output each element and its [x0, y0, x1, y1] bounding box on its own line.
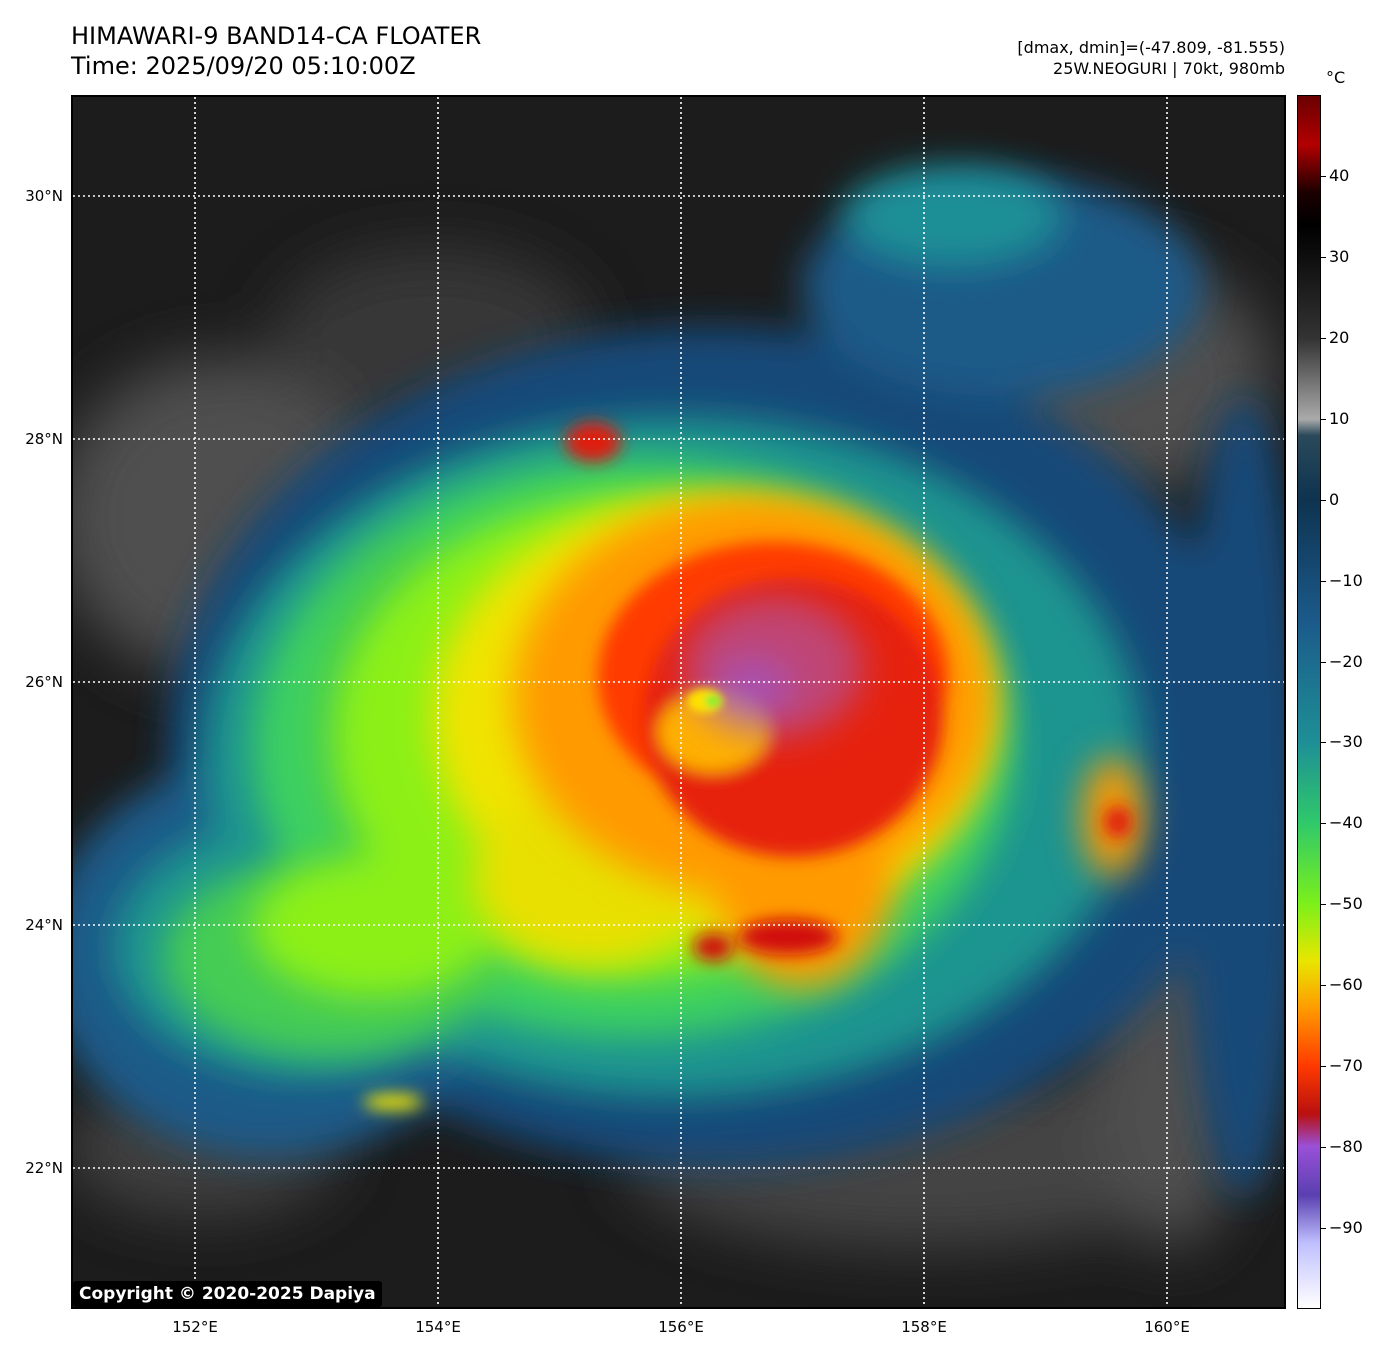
colorbar-tick-mark — [1321, 985, 1326, 986]
colorbar-tick-mark — [1321, 419, 1326, 420]
colorbar-tick-mark — [1321, 257, 1326, 258]
colorbar-tick-label: −80 — [1329, 1137, 1363, 1156]
lat-label-28n: 28°N — [25, 430, 63, 448]
colorbar-tick-label: 30 — [1329, 247, 1350, 266]
lon-label-154e: 154°E — [415, 1318, 461, 1336]
colorbar-tick-mark — [1321, 1147, 1326, 1148]
satellite-imagery — [73, 97, 1284, 1307]
image-title: HIMAWARI-9 BAND14-CA FLOATER — [71, 22, 482, 50]
temperature-range-text: [dmax, dmin]=(-47.809, -81.555) — [1017, 38, 1285, 57]
colorbar-tick-label: −90 — [1329, 1218, 1363, 1237]
colorbar-tick-label: −30 — [1329, 732, 1363, 751]
colorbar-tick-mark — [1321, 176, 1326, 177]
temperature-colorbar — [1297, 95, 1321, 1309]
colorbar-tick-mark — [1321, 500, 1326, 501]
storm-info-text: 25W.NEOGURI | 70kt, 980mb — [1053, 59, 1285, 78]
satellite-map — [71, 95, 1286, 1309]
lat-label-24n: 24°N — [25, 916, 63, 934]
lat-label-26n: 26°N — [25, 673, 63, 691]
copyright-badge: Copyright © 2020-2025 Dapiya — [73, 1281, 382, 1307]
colorbar-tick-label: −40 — [1329, 813, 1363, 832]
colorbar-tick-label: −70 — [1329, 1056, 1363, 1075]
colorbar-tick-label: −10 — [1329, 571, 1363, 590]
lat-label-30n: 30°N — [25, 187, 63, 205]
colorbar-tick-label: 20 — [1329, 328, 1350, 347]
grid-lines — [73, 97, 1284, 1307]
lon-label-158e: 158°E — [901, 1318, 947, 1336]
colorbar-tick-label: 0 — [1329, 490, 1340, 509]
colorbar-tick-mark — [1321, 1066, 1326, 1067]
lon-label-160e: 160°E — [1144, 1318, 1190, 1336]
colorbar-tick-mark — [1321, 338, 1326, 339]
lat-label-22n: 22°N — [25, 1159, 63, 1177]
colorbar-tick-mark — [1321, 1228, 1326, 1229]
colorbar-tick-mark — [1321, 904, 1326, 905]
cold-cloud-tops — [683, 597, 863, 737]
colorbar-tick-label: −50 — [1329, 894, 1363, 913]
lon-label-152e: 152°E — [172, 1318, 218, 1336]
colorbar-tick-mark — [1321, 662, 1326, 663]
colorbar-tick-label: 40 — [1329, 166, 1350, 185]
colorbar-tick-label: 10 — [1329, 409, 1350, 428]
colorbar-tick-label: −60 — [1329, 975, 1363, 994]
colorbar-tick-label: −20 — [1329, 652, 1363, 671]
lon-label-156e: 156°E — [658, 1318, 704, 1336]
colorbar-unit: °C — [1326, 68, 1346, 87]
colorbar-tick-mark — [1321, 823, 1326, 824]
colorbar-tick-mark — [1321, 581, 1326, 582]
colorbar-tick-mark — [1321, 742, 1326, 743]
eye-feature — [687, 689, 723, 713]
image-time: Time: 2025/09/20 05:10:00Z — [71, 52, 416, 80]
